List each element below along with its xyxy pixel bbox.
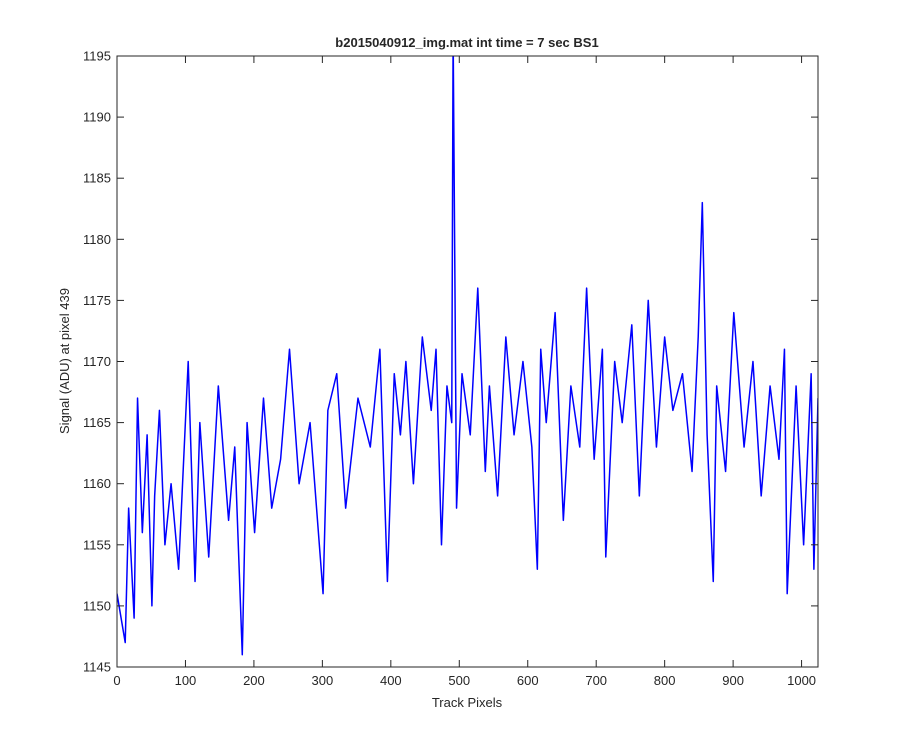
x-tick-label: 200 [243, 673, 265, 688]
data-layer [117, 56, 818, 656]
y-tick-label: 1180 [83, 232, 111, 247]
x-tick-label: 500 [448, 673, 470, 688]
y-tick-label: 1195 [83, 49, 111, 64]
series-line [117, 56, 818, 656]
y-tick-label: 1165 [83, 415, 111, 430]
y-tick-label: 1185 [83, 171, 111, 186]
x-tick-label: 900 [722, 673, 744, 688]
x-tick-label: 1000 [787, 673, 816, 688]
x-tick-label: 0 [113, 673, 120, 688]
plot-area [117, 56, 818, 667]
tick-layer: 0 100 200 300 400 500 600 700 800 900 1000 1145 1150… [83, 49, 818, 688]
y-tick-label: 1150 [83, 598, 111, 613]
x-axis-label: Track Pixels [432, 695, 503, 710]
x-tick-label: 800 [654, 673, 676, 688]
y-tick-label: 1170 [83, 354, 111, 369]
x-tick-label: 700 [585, 673, 607, 688]
x-tick-label: 600 [517, 673, 539, 688]
x-tick-label: 100 [175, 673, 197, 688]
chart-title: b2015040912_img.mat int time = 7 sec BS1 [335, 35, 598, 50]
y-tick-label: 1160 [83, 476, 111, 491]
y-axis-label: Signal (ADU) at pixel 439 [57, 288, 72, 434]
x-tick-label: 300 [312, 673, 334, 688]
y-tick-label: 1190 [83, 110, 111, 125]
y-tick-label: 1145 [83, 660, 111, 675]
y-tick-label: 1155 [83, 537, 111, 552]
x-tick-label: 400 [380, 673, 402, 688]
y-tick-label: 1175 [83, 293, 111, 308]
